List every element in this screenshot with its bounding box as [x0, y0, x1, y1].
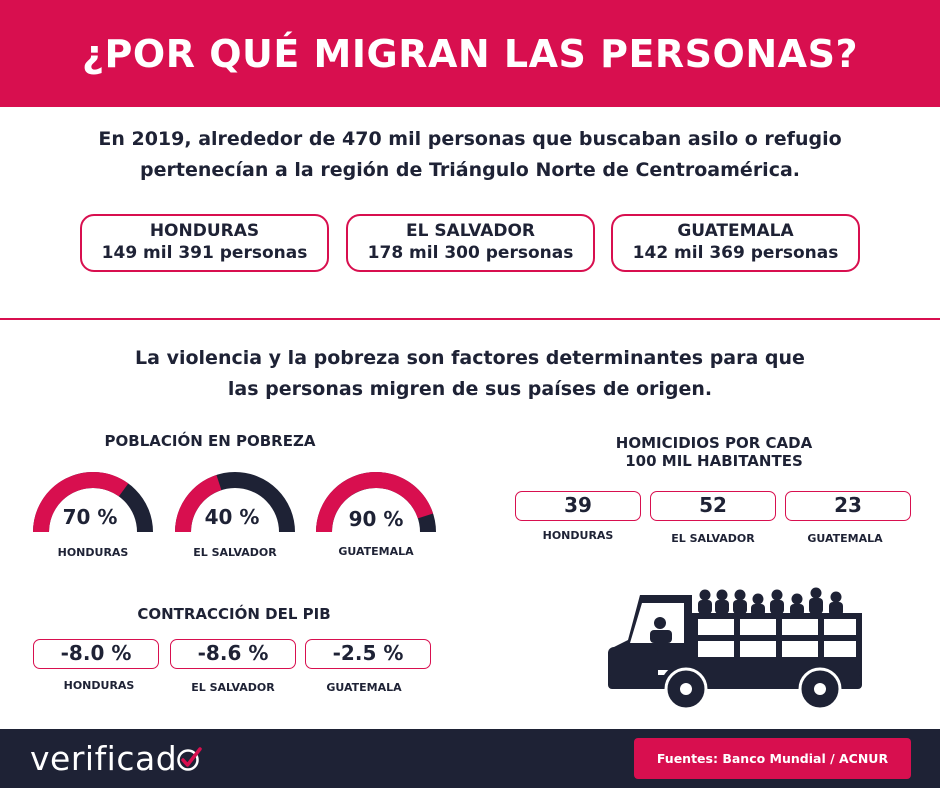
homicides-value-honduras: 39 [515, 491, 641, 521]
poverty-value-guatemala: 90 % [348, 507, 404, 531]
poverty-gauge-honduras [33, 472, 153, 533]
poverty-country-guatemala: GUATEMALA [338, 545, 414, 558]
gdp-country-el-salvador: EL SALVADOR [191, 681, 275, 694]
gdp-country-guatemala: GUATEMALA [326, 681, 402, 694]
verificado-logo: verificad [30, 739, 203, 778]
intro-text: En 2019, alrededor de 470 mil personas q… [0, 124, 940, 186]
homicides-country-guatemala: GUATEMALA [807, 532, 883, 545]
homicides-value-guatemala: 23 [785, 491, 911, 521]
country-value: 178 mil 300 personas [367, 243, 574, 263]
intro-line-1: En 2019, alrededor de 470 mil personas q… [98, 128, 842, 150]
page-title: ¿POR QUÉ MIGRAN LAS PERSONAS? [82, 31, 858, 76]
factors-line-2: las personas migren de sus países de ori… [227, 378, 713, 400]
country-name: EL SALVADOR [405, 221, 536, 241]
homicides-value-el-salvador: 52 [650, 491, 776, 521]
homicides-title-line-2: 100 MIL HABITANTES [625, 452, 803, 470]
country-name: HONDURAS [149, 221, 260, 241]
poverty-value-honduras: 70 % [62, 505, 118, 529]
poverty-country-honduras: HONDURAS [57, 546, 129, 559]
country-box-honduras: HONDURAS 149 mil 391 personas [80, 214, 329, 272]
homicides-title: HOMICIDIOS POR CADA 100 MIL HABITANTES [564, 434, 864, 470]
homicides-country-el-salvador: EL SALVADOR [671, 532, 755, 545]
gdp-country-honduras: HONDURAS [63, 679, 135, 692]
footer: verificad Fuentes: Banco Mundial / ACNUR [0, 729, 940, 788]
gdp-value-el-salvador: -8.6 % [170, 639, 296, 669]
gdp-value-guatemala: -2.5 % [305, 639, 431, 669]
header-banner: ¿POR QUÉ MIGRAN LAS PERSONAS? [0, 0, 940, 107]
intro-line-2: pertenecían a la región de Triángulo Nor… [140, 159, 800, 181]
country-box-el-salvador: EL SALVADOR 178 mil 300 personas [346, 214, 595, 272]
poverty-gauge-guatemala [316, 472, 436, 533]
logo-text: verificad [30, 739, 178, 778]
country-name: GUATEMALA [677, 221, 794, 241]
homicides-country-honduras: HONDURAS [542, 529, 614, 542]
homicides-title-line-1: HOMICIDIOS POR CADA [615, 434, 813, 452]
gdp-title: CONTRACCIÓN DEL PIB [137, 605, 331, 623]
poverty-gauge-el-salvador [175, 472, 295, 533]
gauge-fill [175, 474, 222, 533]
gauge-fill [33, 472, 129, 533]
section-divider [0, 318, 940, 320]
sources-badge: Fuentes: Banco Mundial / ACNUR [634, 738, 911, 779]
poverty-country-el-salvador: EL SALVADOR [193, 546, 277, 559]
country-value: 142 mil 369 personas [632, 243, 839, 263]
truck-illustration [608, 587, 862, 711]
factors-line-1: La violencia y la pobreza son factores d… [135, 347, 805, 369]
check-circle-icon [177, 746, 202, 771]
gdp-value-honduras: -8.0 % [33, 639, 159, 669]
poverty-value-el-salvador: 40 % [204, 505, 260, 529]
factors-text: La violencia y la pobreza son factores d… [0, 343, 940, 405]
country-value: 149 mil 391 personas [101, 243, 308, 263]
gauge-fill [316, 472, 434, 533]
country-box-guatemala: GUATEMALA 142 mil 369 personas [611, 214, 860, 272]
poverty-title: POBLACIÓN EN POBREZA [104, 432, 316, 450]
